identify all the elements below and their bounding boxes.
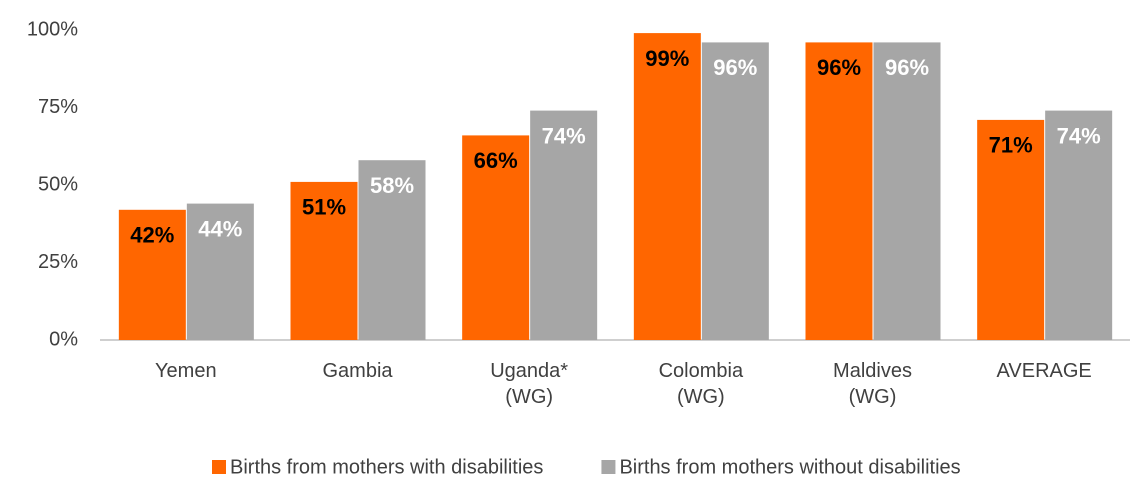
y-tick-label: 0% xyxy=(49,328,78,350)
y-tick-label: 50% xyxy=(38,173,78,195)
value-label: 71% xyxy=(989,133,1033,158)
legend-swatch xyxy=(601,460,616,474)
bar xyxy=(118,209,186,340)
bar xyxy=(462,135,530,340)
value-label: 74% xyxy=(542,123,586,148)
x-tick-label: AVERAGE xyxy=(997,360,1092,382)
y-tick-label: 25% xyxy=(38,251,78,273)
bar xyxy=(873,42,941,341)
x-tick-label: Gambia xyxy=(322,360,393,382)
bar xyxy=(977,119,1045,341)
legend-swatch xyxy=(212,460,226,474)
value-label: 96% xyxy=(817,55,861,80)
bar xyxy=(701,42,769,341)
x-tick-label: Maldives (WG) xyxy=(833,360,912,408)
legend-label: Births from mothers without disabilities xyxy=(619,456,960,478)
value-label: 99% xyxy=(645,46,689,71)
x-tick-label: Uganda* (WG) xyxy=(490,360,568,408)
bar xyxy=(805,42,873,341)
value-label: 44% xyxy=(198,216,242,241)
bar xyxy=(358,160,426,340)
x-tick-label: Colombia (WG) xyxy=(659,360,744,408)
value-label: 42% xyxy=(130,223,174,248)
value-label: 66% xyxy=(474,148,518,173)
bar xyxy=(186,203,254,340)
value-label: 58% xyxy=(370,173,414,198)
value-label: 96% xyxy=(885,55,929,80)
value-label: 51% xyxy=(302,195,346,220)
bar xyxy=(530,110,598,340)
legend-label: Births from mothers with disabilities xyxy=(230,456,543,478)
y-tick-label: 100% xyxy=(27,18,78,40)
value-label: 96% xyxy=(713,55,757,80)
value-label: 74% xyxy=(1057,123,1101,148)
bar xyxy=(633,33,701,340)
y-tick-label: 75% xyxy=(38,96,78,118)
x-tick-label: Yemen xyxy=(155,360,217,382)
bar xyxy=(290,181,358,340)
bar xyxy=(1045,110,1113,340)
